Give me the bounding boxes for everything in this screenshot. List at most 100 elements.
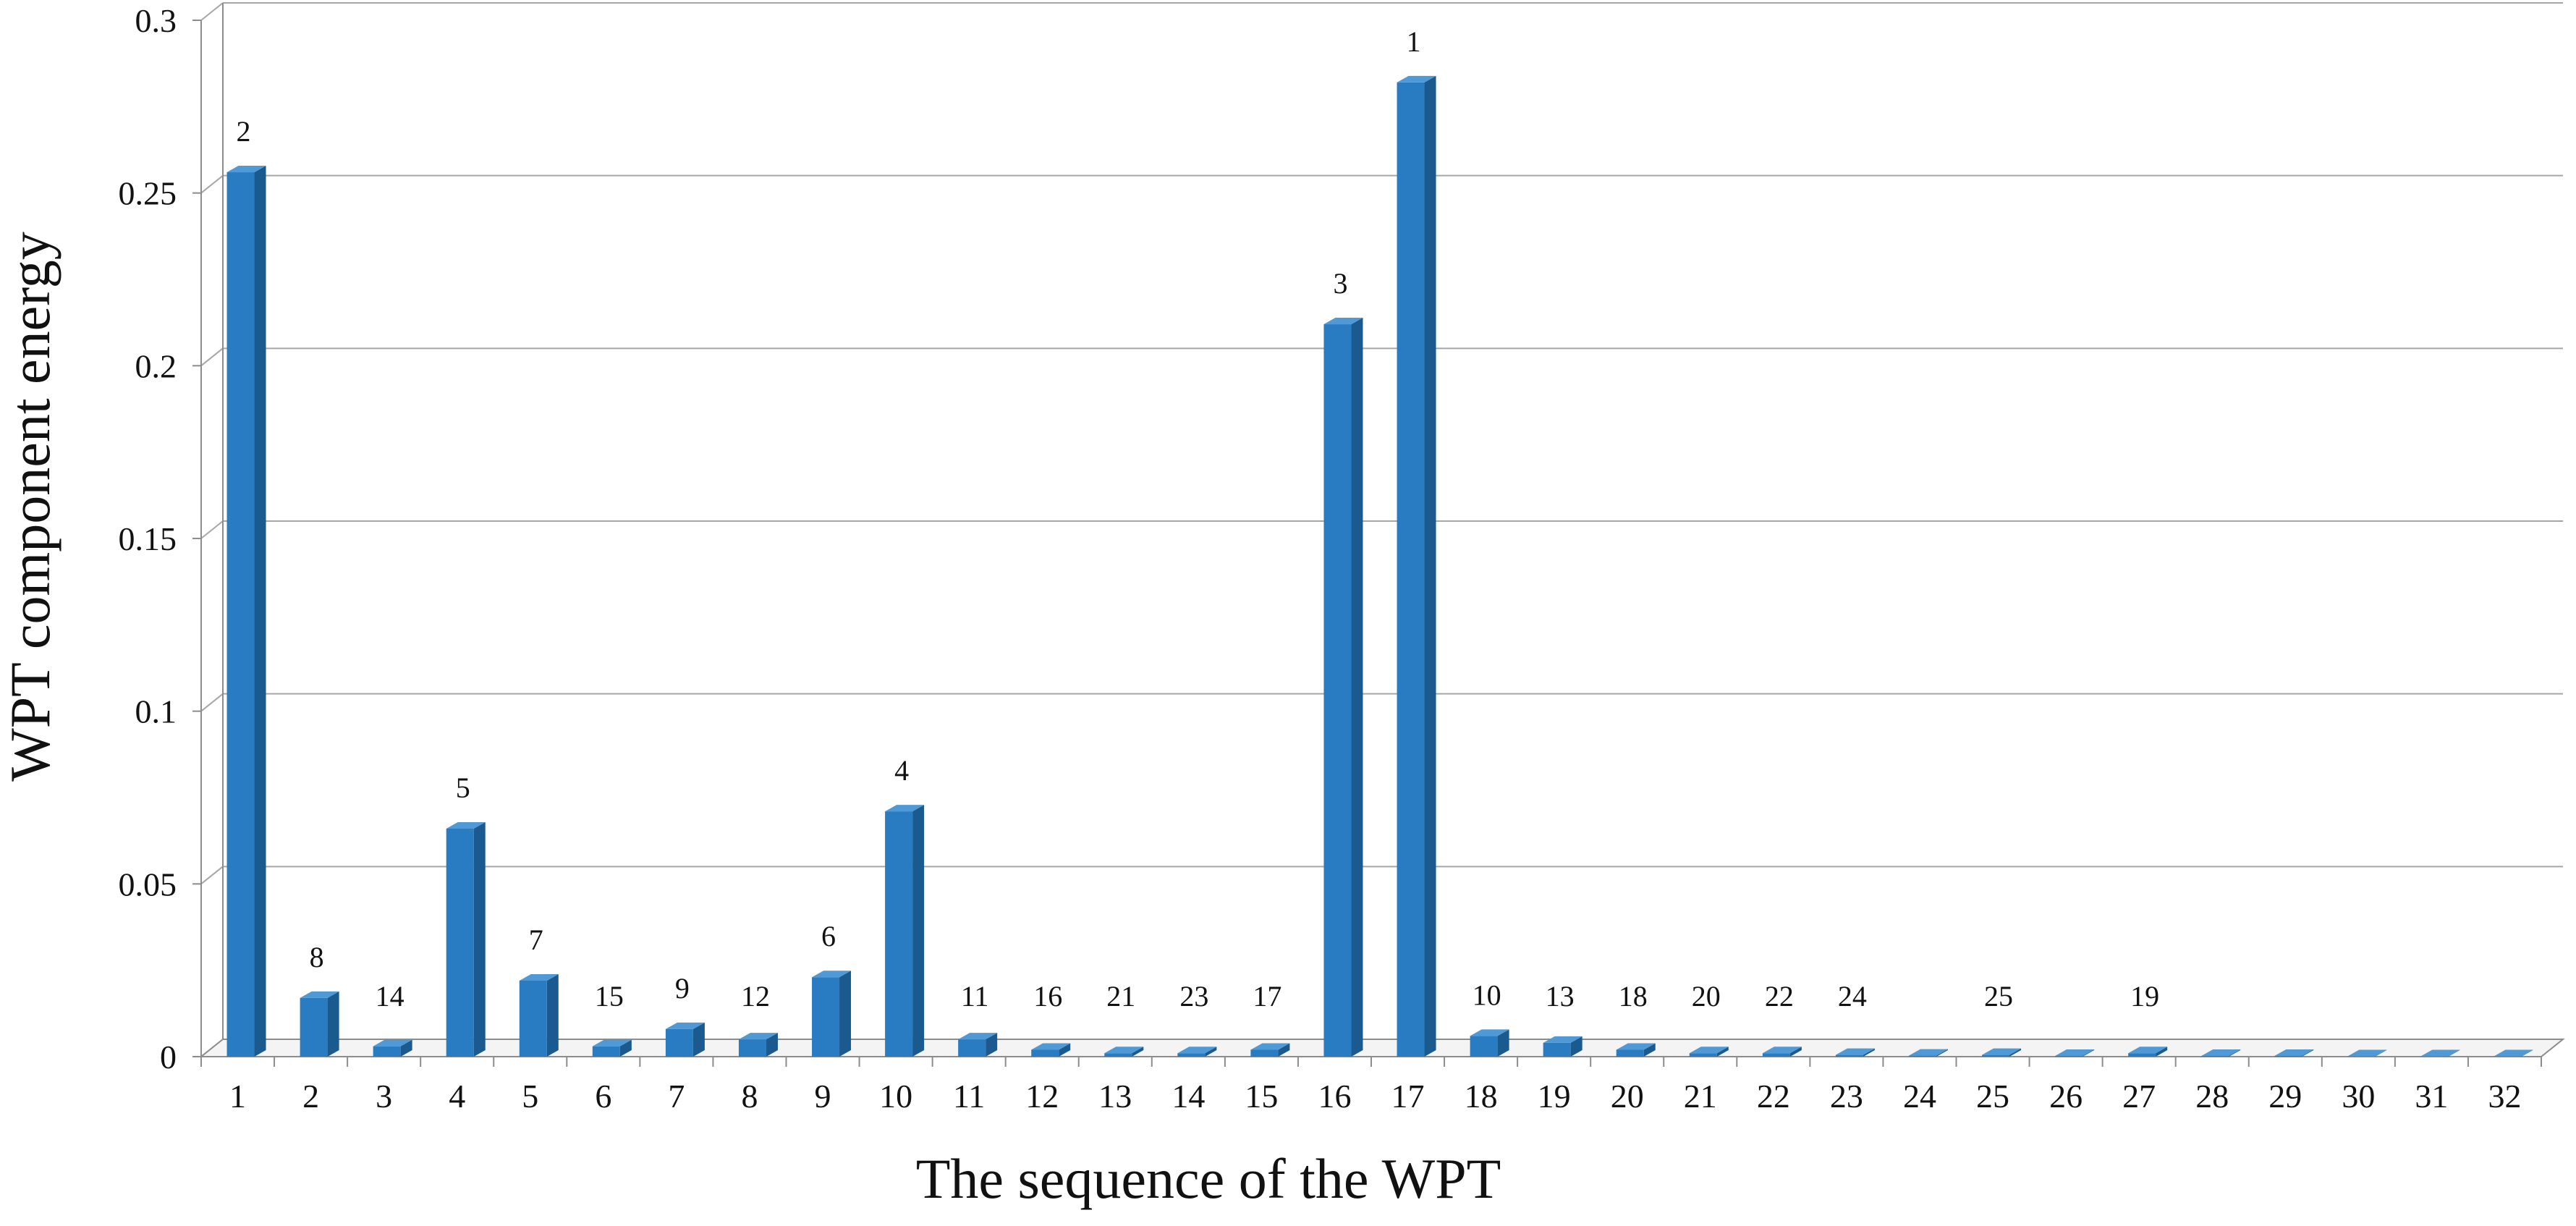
bar-27 bbox=[2128, 1047, 2168, 1057]
bar-24 bbox=[1908, 1049, 1948, 1057]
bar-top bbox=[1250, 1043, 1290, 1050]
x-tick-label: 28 bbox=[2195, 1078, 2229, 1115]
data-label: 23 bbox=[1179, 980, 1208, 1012]
gridline-depth bbox=[200, 2, 224, 21]
x-tick-label: 29 bbox=[2268, 1078, 2302, 1115]
bar-front bbox=[1397, 82, 1425, 1057]
bar-front bbox=[1908, 1055, 1936, 1057]
x-tick-label: 6 bbox=[595, 1078, 611, 1115]
bar-15 bbox=[1250, 1043, 1290, 1057]
bar-28 bbox=[2201, 1049, 2241, 1057]
y-tick-label: 0.15 bbox=[119, 520, 177, 557]
bar-side bbox=[1351, 318, 1363, 1057]
bar-side bbox=[2009, 1048, 2022, 1057]
bar-side bbox=[1205, 1047, 1217, 1057]
bar-front bbox=[226, 172, 255, 1057]
gridlines bbox=[200, 2, 2563, 1057]
bar-16 bbox=[1323, 318, 1363, 1057]
data-label: 9 bbox=[675, 972, 690, 1005]
bar-17 bbox=[1397, 75, 1436, 1057]
bar-top bbox=[592, 1039, 632, 1047]
x-tick-label: 3 bbox=[376, 1078, 392, 1115]
bar-top bbox=[1616, 1043, 1656, 1050]
bar-side bbox=[2229, 1049, 2241, 1057]
y-tick-label: 0 bbox=[160, 1039, 177, 1075]
bar-side bbox=[1132, 1047, 1144, 1057]
bar-20 bbox=[1616, 1043, 1656, 1057]
bar-top bbox=[1543, 1036, 1583, 1043]
bar-29 bbox=[2274, 1049, 2314, 1057]
gridline-depth bbox=[200, 347, 224, 367]
bar-5 bbox=[519, 973, 559, 1057]
bar-top bbox=[2347, 1049, 2387, 1057]
x-tick-label: 15 bbox=[1245, 1078, 1278, 1115]
x-tick-label: 11 bbox=[953, 1078, 985, 1115]
bar-front bbox=[958, 1039, 986, 1057]
x-tick-label: 14 bbox=[1172, 1078, 1205, 1115]
data-label: 18 bbox=[1619, 980, 1648, 1012]
bar-top bbox=[1470, 1029, 1509, 1036]
bar-side bbox=[2302, 1049, 2314, 1057]
bar-side bbox=[766, 1033, 778, 1057]
bar-side bbox=[254, 166, 266, 1057]
bar-front bbox=[1470, 1036, 1498, 1057]
bar-side bbox=[2156, 1047, 2168, 1057]
bar-side bbox=[1278, 1043, 1290, 1057]
bar-top bbox=[1397, 75, 1436, 83]
bar-13 bbox=[1104, 1047, 1144, 1057]
bar-8 bbox=[738, 1033, 778, 1057]
x-tick-label: 1 bbox=[229, 1078, 246, 1115]
bar-side bbox=[1497, 1029, 1509, 1057]
bar-31 bbox=[2420, 1049, 2460, 1057]
bar-top bbox=[1689, 1047, 1729, 1054]
bar-front bbox=[1982, 1054, 2010, 1057]
bar-top bbox=[1908, 1049, 1948, 1056]
data-label: 1 bbox=[1407, 25, 1421, 58]
data-label: 11 bbox=[961, 980, 989, 1012]
bar-front bbox=[1031, 1049, 1059, 1057]
x-tick-label: 24 bbox=[1903, 1078, 1936, 1115]
bar-side bbox=[2375, 1049, 2387, 1057]
bar-side bbox=[1716, 1047, 1729, 1057]
x-tick-label: 32 bbox=[2488, 1078, 2521, 1115]
bar-2 bbox=[300, 991, 339, 1057]
bar-side bbox=[2083, 1049, 2095, 1057]
gridline-depth bbox=[200, 866, 224, 885]
bar-top bbox=[300, 991, 339, 998]
bar-side bbox=[986, 1033, 998, 1057]
bar-21 bbox=[1689, 1047, 1729, 1057]
data-label: 2 bbox=[237, 115, 251, 148]
data-label: 8 bbox=[310, 941, 324, 973]
data-label: 20 bbox=[1692, 980, 1721, 1012]
bar-front bbox=[1177, 1053, 1206, 1057]
bar-front bbox=[592, 1046, 620, 1057]
x-tick-label: 5 bbox=[522, 1078, 538, 1115]
bar-front bbox=[1835, 1054, 1863, 1057]
x-tick-label: 31 bbox=[2415, 1078, 2448, 1115]
x-tick-label: 18 bbox=[1465, 1078, 1498, 1115]
data-label: 12 bbox=[741, 980, 770, 1012]
data-label: 7 bbox=[529, 923, 543, 956]
bar-top bbox=[2274, 1049, 2314, 1057]
bar-18 bbox=[1470, 1029, 1509, 1057]
bar-top bbox=[1982, 1048, 2022, 1055]
x-tick-label: 19 bbox=[1538, 1078, 1571, 1115]
x-tick-label: 25 bbox=[1976, 1078, 2009, 1115]
bar-top bbox=[2494, 1049, 2533, 1057]
x-tick-label: 17 bbox=[1391, 1078, 1425, 1115]
bar-front bbox=[885, 811, 913, 1057]
bar-25 bbox=[1982, 1048, 2022, 1057]
bar-front bbox=[2274, 1056, 2302, 1057]
y-axis-label: WPT component energy bbox=[0, 232, 62, 782]
bar-front bbox=[1323, 324, 1352, 1057]
bar-22 bbox=[1762, 1047, 1802, 1057]
bar-top bbox=[885, 805, 925, 812]
bar-4 bbox=[446, 821, 486, 1057]
bar-top bbox=[665, 1022, 705, 1029]
x-tick-label: 27 bbox=[2122, 1078, 2156, 1115]
bar-side bbox=[400, 1039, 412, 1057]
y-axis-ticks: 0 0.05 0.1 0.15 0.2 0.25 0.3 bbox=[119, 2, 201, 1075]
bar-front bbox=[1616, 1049, 1644, 1057]
bar-top bbox=[738, 1033, 778, 1040]
bar-3 bbox=[373, 1039, 412, 1057]
